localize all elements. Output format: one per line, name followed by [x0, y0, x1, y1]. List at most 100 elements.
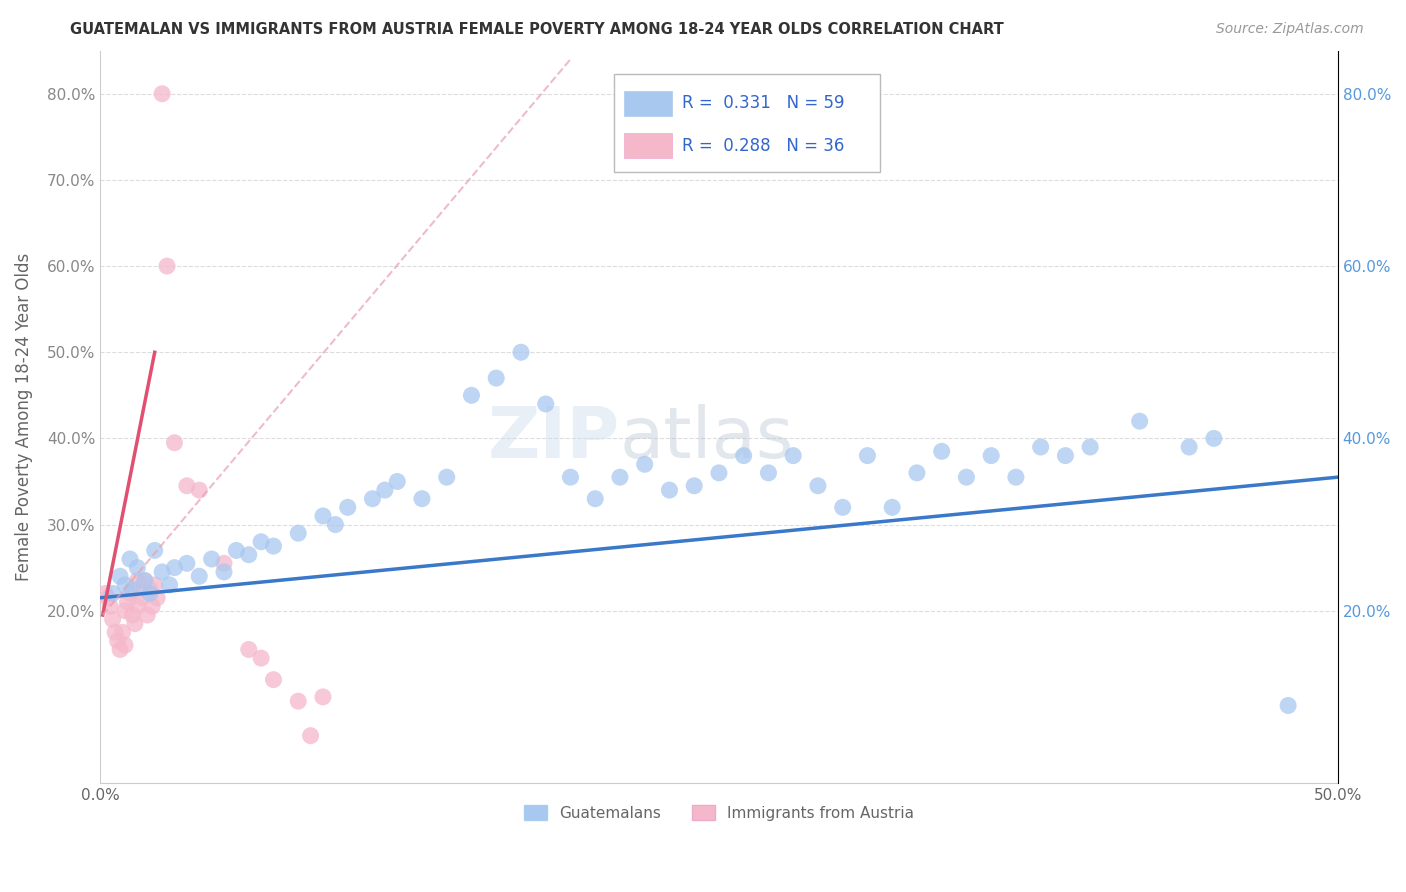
- Point: [97, 591, 120, 605]
- Point: [411, 491, 433, 506]
- Point: [460, 388, 482, 402]
- Point: [139, 582, 162, 597]
- FancyBboxPatch shape: [614, 74, 880, 171]
- Y-axis label: Female Poverty Among 18-24 Year Olds: Female Poverty Among 18-24 Year Olds: [15, 252, 32, 581]
- Point: [905, 466, 928, 480]
- Point: [560, 470, 582, 484]
- Point: [436, 470, 458, 484]
- Point: [131, 591, 153, 605]
- Point: [807, 479, 830, 493]
- Text: ZIP: ZIP: [488, 404, 620, 474]
- Point: [1078, 440, 1101, 454]
- Point: [121, 607, 143, 622]
- Point: [1202, 431, 1225, 445]
- Point: [361, 491, 384, 506]
- Point: [101, 586, 124, 600]
- Point: [121, 582, 143, 597]
- Point: [931, 444, 953, 458]
- Point: [127, 574, 149, 588]
- Text: R =  0.331   N = 59: R = 0.331 N = 59: [682, 95, 845, 112]
- Point: [94, 586, 117, 600]
- Text: Source: ZipAtlas.com: Source: ZipAtlas.com: [1216, 22, 1364, 37]
- Point: [225, 543, 247, 558]
- Point: [683, 479, 706, 493]
- Point: [163, 560, 186, 574]
- FancyBboxPatch shape: [624, 91, 672, 116]
- Point: [139, 586, 162, 600]
- Point: [143, 543, 166, 558]
- Point: [146, 591, 169, 605]
- Point: [1005, 470, 1028, 484]
- Point: [287, 526, 309, 541]
- Point: [609, 470, 631, 484]
- Point: [856, 449, 879, 463]
- Point: [325, 517, 347, 532]
- Point: [374, 483, 396, 497]
- Point: [134, 574, 156, 588]
- Point: [287, 694, 309, 708]
- Point: [1029, 440, 1052, 454]
- Point: [108, 642, 131, 657]
- Point: [108, 569, 131, 583]
- Point: [143, 578, 166, 592]
- Point: [127, 599, 149, 614]
- Point: [128, 582, 150, 597]
- Point: [1054, 449, 1077, 463]
- Point: [238, 642, 260, 657]
- Point: [117, 595, 139, 609]
- Point: [658, 483, 681, 497]
- Point: [831, 500, 853, 515]
- Point: [238, 548, 260, 562]
- Point: [134, 574, 156, 588]
- Point: [263, 673, 285, 687]
- Point: [955, 470, 977, 484]
- Point: [534, 397, 557, 411]
- Point: [176, 557, 198, 571]
- Point: [387, 475, 409, 489]
- Point: [101, 612, 124, 626]
- Point: [634, 457, 657, 471]
- Point: [150, 87, 173, 101]
- Legend: Guatemalans, Immigrants from Austria: Guatemalans, Immigrants from Austria: [517, 798, 920, 827]
- Point: [1277, 698, 1299, 713]
- Point: [299, 729, 322, 743]
- Text: GUATEMALAN VS IMMIGRANTS FROM AUSTRIA FEMALE POVERTY AMONG 18-24 YEAR OLDS CORRE: GUATEMALAN VS IMMIGRANTS FROM AUSTRIA FE…: [70, 22, 1004, 37]
- Point: [104, 625, 127, 640]
- Point: [510, 345, 533, 359]
- Point: [882, 500, 904, 515]
- Point: [188, 569, 211, 583]
- Point: [733, 449, 755, 463]
- Point: [250, 534, 273, 549]
- Point: [188, 483, 211, 497]
- Point: [176, 479, 198, 493]
- Point: [312, 508, 335, 523]
- Point: [758, 466, 780, 480]
- Point: [485, 371, 508, 385]
- Point: [118, 552, 141, 566]
- Point: [118, 586, 141, 600]
- Point: [1129, 414, 1152, 428]
- Point: [156, 259, 179, 273]
- Point: [1178, 440, 1201, 454]
- Point: [263, 539, 285, 553]
- Point: [107, 633, 129, 648]
- Point: [212, 565, 235, 579]
- Point: [980, 449, 1002, 463]
- Point: [782, 449, 804, 463]
- Point: [312, 690, 335, 704]
- Point: [111, 625, 134, 640]
- FancyBboxPatch shape: [624, 134, 672, 159]
- Point: [336, 500, 359, 515]
- Point: [250, 651, 273, 665]
- Point: [141, 599, 163, 614]
- Point: [124, 616, 146, 631]
- Point: [707, 466, 730, 480]
- Point: [114, 604, 136, 618]
- Point: [136, 607, 159, 622]
- Point: [150, 565, 173, 579]
- Point: [159, 578, 181, 592]
- Text: R =  0.288   N = 36: R = 0.288 N = 36: [682, 136, 844, 155]
- Point: [212, 557, 235, 571]
- Point: [583, 491, 606, 506]
- Point: [201, 552, 224, 566]
